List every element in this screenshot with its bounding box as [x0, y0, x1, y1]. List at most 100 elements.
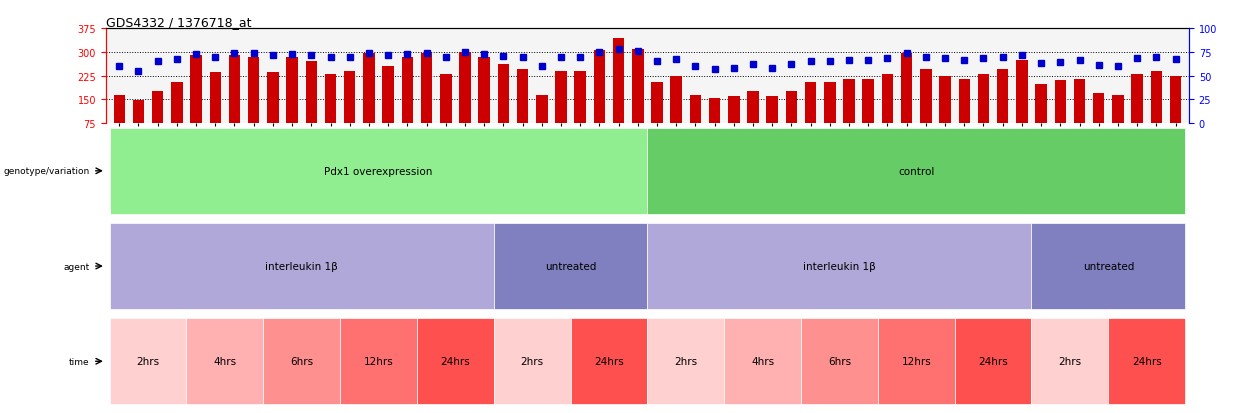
Bar	[248, 57, 259, 124]
Text: 12hrs: 12hrs	[364, 356, 393, 366]
Bar	[767, 97, 778, 124]
Text: 24hrs: 24hrs	[594, 356, 624, 366]
Bar	[382, 67, 393, 124]
FancyBboxPatch shape	[187, 319, 263, 404]
Bar	[344, 71, 356, 124]
Text: time: time	[68, 357, 90, 366]
Bar	[459, 52, 471, 124]
FancyBboxPatch shape	[801, 319, 878, 404]
Text: 6hrs: 6hrs	[290, 356, 314, 366]
Bar	[1016, 61, 1027, 124]
FancyBboxPatch shape	[263, 319, 340, 404]
Bar	[613, 38, 624, 124]
Bar	[690, 95, 701, 124]
Bar	[997, 70, 1008, 124]
Bar	[1093, 94, 1104, 124]
Bar	[498, 65, 509, 124]
Bar	[708, 99, 721, 124]
FancyBboxPatch shape	[647, 128, 1185, 214]
Bar	[594, 51, 605, 124]
Bar	[229, 56, 240, 124]
Bar	[305, 62, 317, 124]
FancyBboxPatch shape	[417, 319, 494, 404]
Bar	[133, 101, 144, 124]
Bar	[881, 75, 893, 124]
Bar	[1112, 95, 1124, 124]
Bar	[1132, 75, 1143, 124]
FancyBboxPatch shape	[647, 224, 1032, 309]
Text: 24hrs: 24hrs	[1132, 356, 1162, 366]
Bar	[1055, 81, 1066, 124]
FancyBboxPatch shape	[570, 319, 647, 404]
Text: genotype/variation: genotype/variation	[4, 167, 90, 176]
Bar	[113, 95, 125, 124]
Bar	[1150, 71, 1162, 124]
FancyBboxPatch shape	[340, 319, 417, 404]
Bar	[977, 75, 990, 124]
Bar	[786, 92, 797, 124]
FancyBboxPatch shape	[878, 319, 955, 404]
Bar	[209, 73, 222, 124]
FancyBboxPatch shape	[1108, 319, 1185, 404]
Bar	[171, 83, 183, 124]
Bar	[728, 97, 740, 124]
Bar	[555, 71, 566, 124]
Bar	[478, 57, 491, 124]
FancyBboxPatch shape	[647, 319, 725, 404]
Bar	[632, 50, 644, 124]
Bar	[843, 80, 855, 124]
Bar	[920, 70, 931, 124]
Text: untreated: untreated	[545, 261, 596, 271]
Text: 2hrs: 2hrs	[137, 356, 159, 366]
FancyBboxPatch shape	[1032, 224, 1185, 309]
Bar	[939, 76, 951, 124]
Bar	[574, 71, 586, 124]
Bar	[651, 83, 662, 124]
Text: Pdx1 overexpression: Pdx1 overexpression	[325, 166, 433, 176]
Text: 4hrs: 4hrs	[213, 356, 237, 366]
Text: 6hrs: 6hrs	[828, 356, 852, 366]
Bar	[152, 92, 163, 124]
FancyBboxPatch shape	[110, 128, 647, 214]
Text: untreated: untreated	[1083, 261, 1134, 271]
Text: 2hrs: 2hrs	[520, 356, 544, 366]
Text: 2hrs: 2hrs	[675, 356, 697, 366]
Bar	[863, 80, 874, 124]
Bar	[901, 54, 913, 124]
Bar	[517, 70, 528, 124]
Text: control: control	[898, 166, 935, 176]
Text: 12hrs: 12hrs	[901, 356, 931, 366]
Bar	[325, 75, 336, 124]
Bar	[1036, 84, 1047, 124]
Bar	[747, 92, 758, 124]
Bar	[804, 83, 817, 124]
Bar	[537, 95, 548, 124]
Text: 4hrs: 4hrs	[751, 356, 774, 366]
Text: GDS4332 / 1376718_at: GDS4332 / 1376718_at	[106, 16, 251, 29]
Bar	[671, 76, 682, 124]
FancyBboxPatch shape	[110, 224, 494, 309]
FancyBboxPatch shape	[955, 319, 1032, 404]
FancyBboxPatch shape	[725, 319, 801, 404]
Bar	[268, 73, 279, 124]
Bar	[364, 54, 375, 124]
Bar	[1170, 76, 1182, 124]
Bar	[824, 83, 835, 124]
Bar	[1073, 80, 1086, 124]
Text: 24hrs: 24hrs	[979, 356, 1008, 366]
FancyBboxPatch shape	[494, 319, 570, 404]
Bar	[959, 80, 970, 124]
Text: interleukin 1β: interleukin 1β	[265, 261, 339, 271]
Bar	[421, 54, 432, 124]
Bar	[190, 56, 202, 124]
Bar	[286, 57, 298, 124]
FancyBboxPatch shape	[1032, 319, 1108, 404]
Text: 24hrs: 24hrs	[441, 356, 471, 366]
FancyBboxPatch shape	[110, 319, 187, 404]
Bar	[402, 57, 413, 124]
Bar	[439, 75, 452, 124]
Text: agent: agent	[63, 262, 90, 271]
Text: interleukin 1β: interleukin 1β	[803, 261, 875, 271]
Text: 2hrs: 2hrs	[1058, 356, 1082, 366]
FancyBboxPatch shape	[494, 224, 647, 309]
